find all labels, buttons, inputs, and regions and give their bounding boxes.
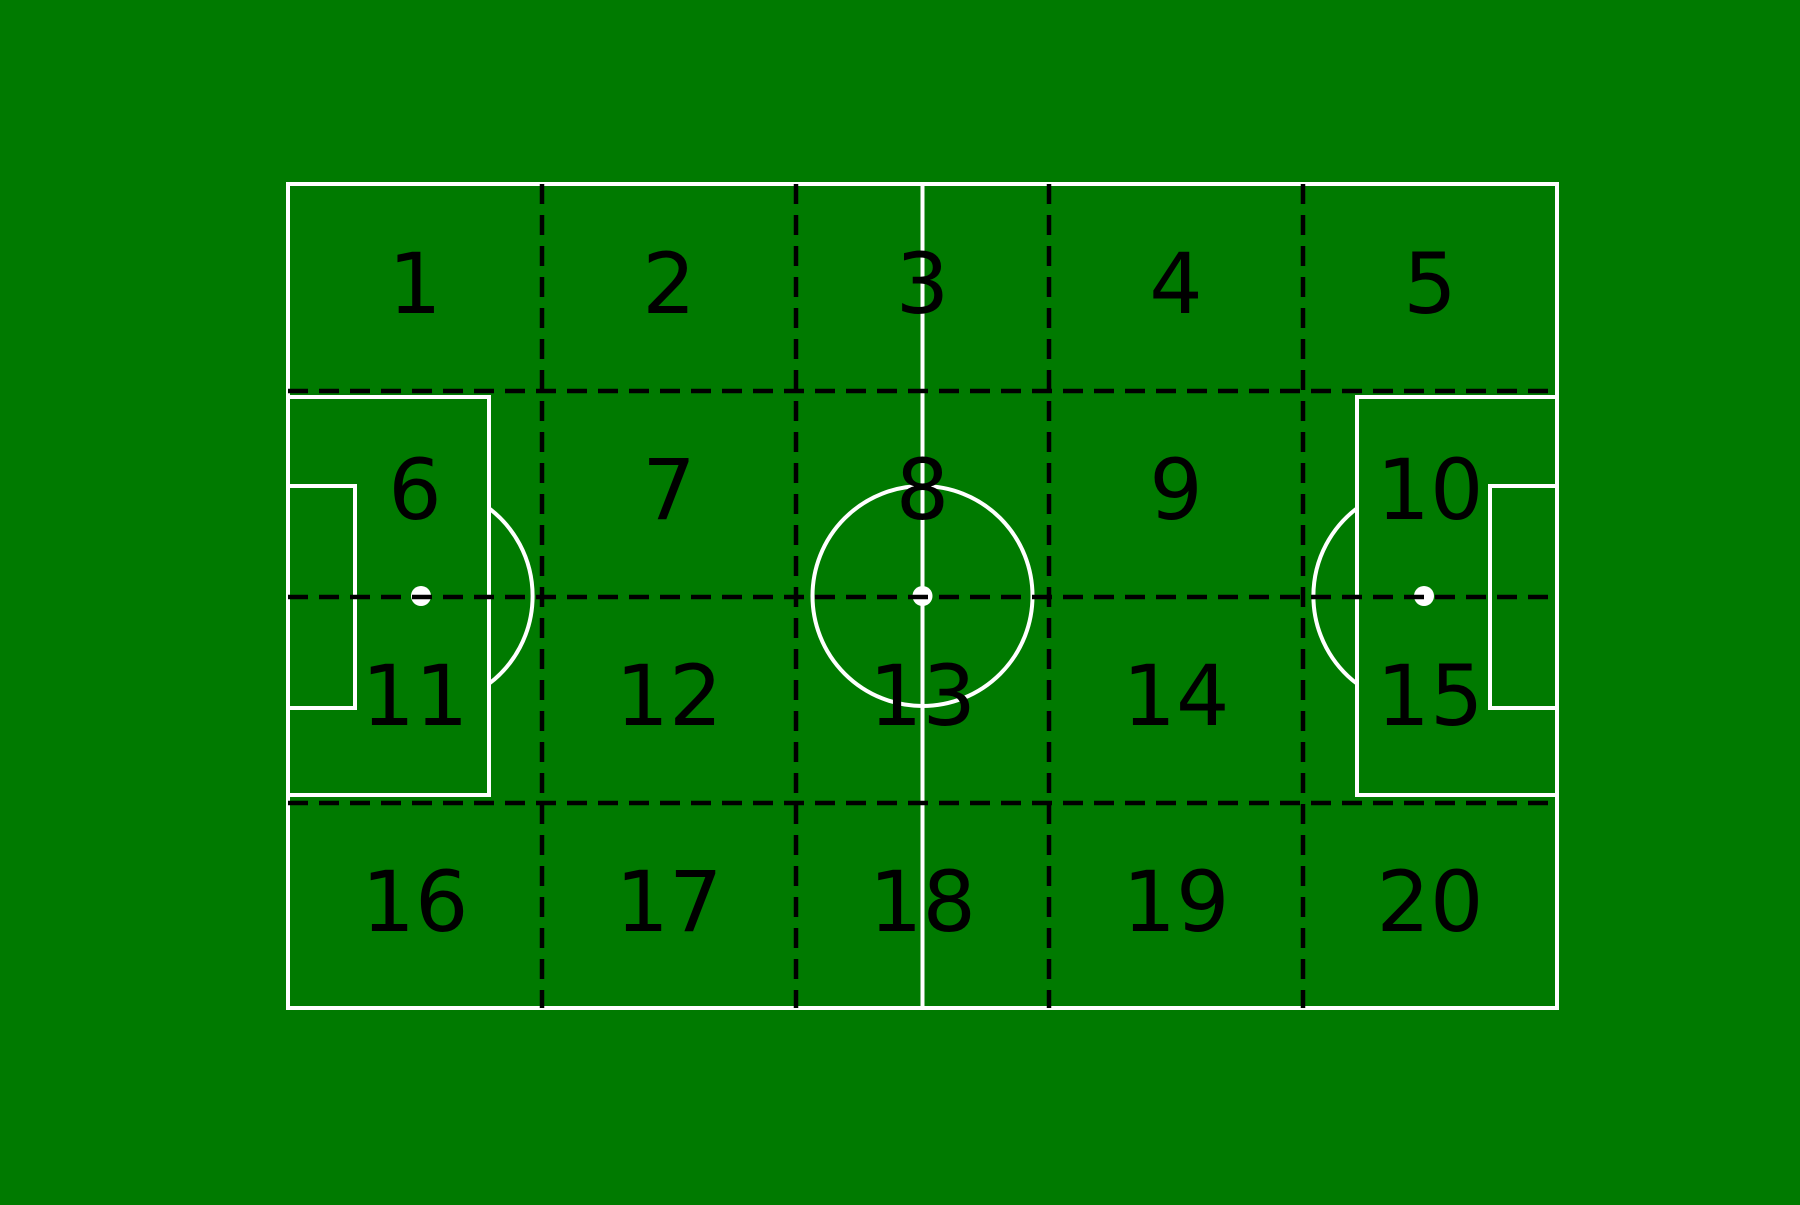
zone-label: 8 (896, 441, 949, 539)
left-penalty-arc (487, 506, 535, 686)
zone-labels: 1 2 3 4 5 6 7 8 9 10 11 12 13 14 15 16 1… (362, 235, 1484, 951)
zone-label: 16 (362, 853, 469, 951)
zone-grid-lines (288, 184, 1557, 1008)
zone-label: 18 (869, 853, 976, 951)
zone-label: 4 (1149, 235, 1202, 333)
zone-label: 14 (1123, 647, 1230, 745)
zone-label: 15 (1377, 647, 1484, 745)
zone-label: 20 (1377, 853, 1484, 951)
zone-label: 19 (1123, 853, 1230, 951)
zone-label: 1 (388, 235, 441, 333)
zone-label: 17 (616, 853, 723, 951)
right-goal-area (1488, 484, 1559, 710)
zone-label: 3 (896, 235, 949, 333)
zone-label: 11 (362, 647, 469, 745)
zone-label: 9 (1149, 441, 1202, 539)
zone-label: 10 (1377, 441, 1484, 539)
zone-label: 7 (642, 441, 695, 539)
zone-label: 13 (869, 647, 976, 745)
zone-label: 5 (1403, 235, 1456, 333)
zone-label: 12 (616, 647, 723, 745)
zone-label: 6 (388, 441, 441, 539)
zone-label: 2 (642, 235, 695, 333)
